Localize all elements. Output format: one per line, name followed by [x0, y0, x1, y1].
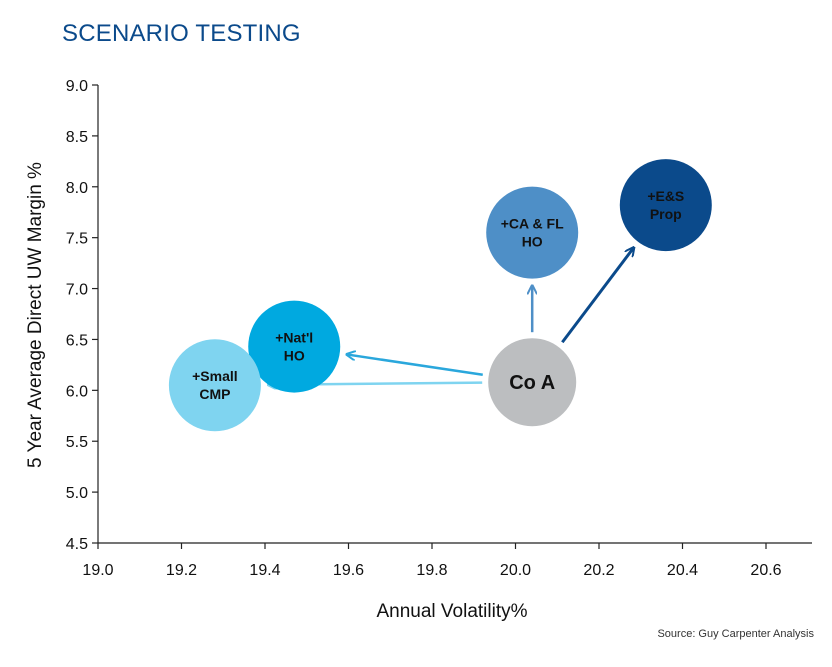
y-tick-label: 5.5: [66, 434, 88, 451]
x-tick-label: 19.6: [333, 562, 364, 579]
y-tick-label: 5.0: [66, 485, 88, 502]
chart-title: SCENARIO TESTING: [62, 20, 301, 47]
bubble-label: Co A: [509, 372, 555, 394]
bubble-label: +Nat'l: [275, 329, 313, 345]
bubble-label: HO: [284, 347, 305, 363]
x-tick-label: 19.0: [82, 562, 113, 579]
y-tick-label: 8.5: [66, 129, 88, 146]
scenario-bubble: +Nat'l HO: [248, 300, 341, 393]
x-tick-label: 20.0: [500, 562, 531, 579]
source-note: Source: Guy Carpenter Analysis: [657, 628, 814, 640]
y-tick-label: 7.5: [66, 231, 88, 248]
bubble-circle: [619, 159, 712, 252]
y-tick-label: 7.0: [66, 282, 88, 299]
axes: 4.5 5.0 5.5 6.0 6.5 7.0 7.5 8.0 8.5 9.0 19.0 19.2 19…: [25, 78, 812, 622]
y-tick-label: 9.0: [66, 78, 88, 95]
scenario-bubble: +Small CMP: [168, 339, 261, 432]
bubble-circle: [248, 300, 341, 393]
y-tick-label: 6.0: [66, 383, 88, 400]
y-tick-label: 8.0: [66, 180, 88, 197]
scenario-bubble: +CA & FL HO: [486, 186, 579, 279]
bubbles: Co A +Nat'l HO +Small CMP +CA & FL HO +E&S Prop: [168, 159, 712, 432]
x-tick-label: 20.4: [667, 562, 698, 579]
x-tick-label: 19.4: [249, 562, 280, 579]
arrows: [269, 248, 633, 385]
bubble-label: HO: [522, 233, 543, 249]
bubble-label: Prop: [650, 206, 682, 222]
scenario-bubble: +E&S Prop: [619, 159, 712, 252]
y-axis-label: 5 Year Average Direct UW Margin %: [25, 162, 46, 468]
bubble-label: +Small: [192, 368, 238, 384]
x-tick-label: 19.2: [166, 562, 197, 579]
bubble-circle: [168, 339, 261, 432]
bubble-label: +CA & FL: [501, 215, 564, 231]
bubble-circle: [486, 186, 579, 279]
scenario-arrow: [348, 355, 483, 377]
y-tick-label: 6.5: [66, 332, 88, 349]
x-tick-label: 20.6: [750, 562, 781, 579]
scenario-bubble: Co A: [488, 338, 577, 427]
x-axis-label: Annual Volatility%: [376, 601, 527, 622]
bubble-circle: [488, 338, 577, 427]
x-tick-label: 20.2: [583, 562, 614, 579]
bubble-label: +E&S: [647, 188, 684, 204]
x-tick-label: 19.8: [416, 562, 447, 579]
scenario-arrow: [561, 248, 633, 344]
bubble-label: CMP: [199, 386, 230, 402]
y-tick-label: 4.5: [66, 536, 88, 553]
